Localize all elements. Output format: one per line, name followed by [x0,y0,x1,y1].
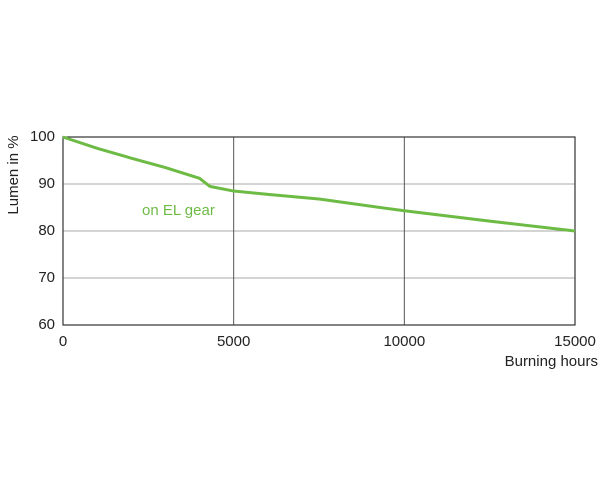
x-axis-label: Burning hours [505,353,598,370]
y-axis-label: Lumen in % [5,135,22,214]
line [62,135,576,233]
y-tick-label: 70 [38,269,55,286]
x-tick-label: 10000 [383,333,425,350]
y-tick-label: 100 [30,128,55,145]
x-tick-label: 15000 [554,333,596,350]
x-tick-label: 5000 [217,333,250,350]
y-tick-label: 60 [38,316,55,333]
annotation: on EL gear [142,202,215,219]
y-tick-label: 90 [38,175,55,192]
x-tick-label: 0 [59,333,67,350]
y-tick-label: 80 [38,222,55,239]
